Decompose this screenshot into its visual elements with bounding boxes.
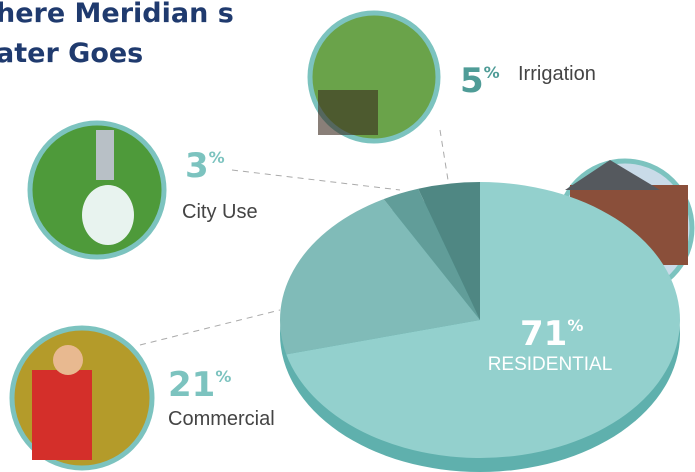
value: 5 <box>460 61 484 101</box>
unit: % <box>215 367 231 386</box>
category-label: City Use <box>182 201 258 223</box>
pie <box>280 182 680 458</box>
value-label: 3% <box>185 146 225 186</box>
category-label: RESIDENTIAL <box>488 354 613 375</box>
category-label: Commercial <box>168 408 275 430</box>
value: 21 <box>168 365 215 405</box>
title-line: ater Goes <box>0 38 143 69</box>
value-label: 5% <box>460 61 500 101</box>
unit: % <box>484 63 500 82</box>
unit: % <box>567 316 583 335</box>
unit: % <box>209 148 225 167</box>
value: 3 <box>185 146 209 186</box>
category-label: Irrigation <box>518 63 596 85</box>
infographic: here Meridian s ater Goes 71% RESIDENTIAL… <box>0 0 695 472</box>
value-label: 21% <box>168 365 231 405</box>
title-line: here Meridian s <box>0 0 234 29</box>
value: 71 <box>520 314 567 354</box>
